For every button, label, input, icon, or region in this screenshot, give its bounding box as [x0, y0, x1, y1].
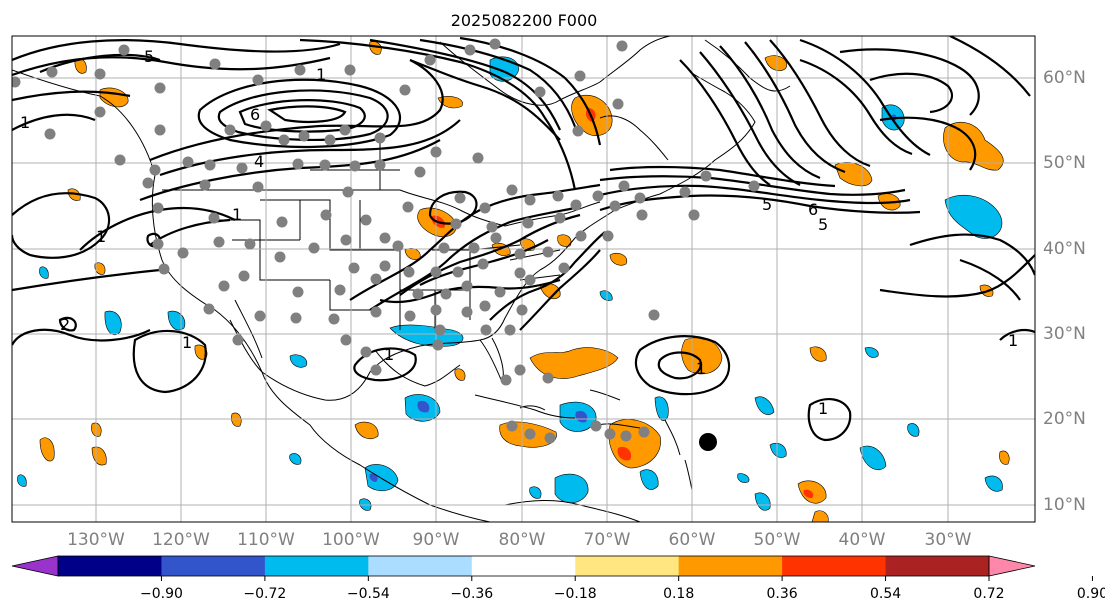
map-frame — [11, 35, 1036, 523]
colorbar-tick-label: −0.90 — [140, 586, 183, 602]
colorbar: −0.90 −0.72 −0.54 −0.36 −0.18 0.18 0.36 0.54 0.7… — [11, 555, 1105, 602]
lon-label: 40°W — [839, 530, 886, 550]
svg-text:5: 5 — [818, 215, 828, 234]
svg-text:5: 5 — [144, 47, 154, 66]
svg-text:2: 2 — [60, 315, 70, 334]
svg-text:6: 6 — [808, 200, 818, 219]
map-title: 2025082200 F000 — [451, 11, 598, 30]
colorbar-extend-low — [11, 555, 59, 577]
latitude-labels: 60°N 50°N 40°N 30°N 20°N 10°N — [1043, 68, 1086, 515]
svg-text:4: 4 — [254, 152, 264, 171]
colorbar-tick-label: −0.72 — [243, 586, 286, 602]
lon-label: 50°W — [754, 530, 801, 550]
svg-text:1: 1 — [818, 399, 828, 418]
svg-text:5: 5 — [762, 195, 772, 214]
map-panel: 5 1 6 4 1 1 5 6 5 1 2 1 1 1 1 1 — [11, 35, 1036, 523]
lon-label: 90°W — [413, 530, 460, 550]
highlight-point-marker — [699, 433, 717, 451]
colorbar-segment — [58, 556, 162, 576]
colorbar-ticks: −0.90 −0.72 −0.54 −0.36 −0.18 0.18 0.36 0.54 0.7… — [140, 576, 1105, 602]
lon-label: 120°W — [152, 530, 210, 550]
contour-labels: 5 1 6 4 1 1 5 6 5 1 2 1 1 1 1 1 — [20, 47, 1018, 418]
colorbar-segment — [885, 556, 990, 576]
colorbar-segment — [782, 556, 887, 576]
colorbar-tick-label: −0.18 — [554, 586, 597, 602]
colorbar-tick-label: −0.36 — [450, 586, 493, 602]
colorbar-tick-label: 0.18 — [663, 586, 694, 602]
colorbar-tick-label: 0.36 — [767, 586, 798, 602]
colorbar-segments — [58, 556, 990, 576]
lon-label: 80°W — [499, 530, 546, 550]
svg-text:1: 1 — [384, 345, 394, 364]
colorbar-tick-label: 0.54 — [870, 586, 901, 602]
lon-label: 100°W — [322, 530, 380, 550]
colorbar-segment — [575, 556, 680, 576]
lat-label: 20°N — [1043, 409, 1086, 429]
lat-label: 10°N — [1043, 495, 1086, 515]
lon-label: 70°W — [584, 530, 631, 550]
station-markers — [12, 38, 760, 444]
lat-label: 50°N — [1043, 153, 1086, 173]
colorbar-segment — [471, 556, 576, 576]
svg-text:1: 1 — [20, 113, 30, 132]
svg-text:1: 1 — [232, 205, 242, 224]
lon-label: 30°W — [925, 530, 972, 550]
colorbar-segment — [368, 556, 473, 576]
colorbar-tick-label: −0.54 — [347, 586, 390, 602]
svg-text:1: 1 — [182, 333, 192, 352]
svg-text:6: 6 — [250, 105, 260, 124]
lon-label: 60°W — [669, 530, 716, 550]
colorbar-segment — [161, 556, 266, 576]
svg-text:1: 1 — [96, 227, 106, 246]
colorbar-segment — [264, 556, 369, 576]
colorbar-tick-label: 0.72 — [973, 586, 1004, 602]
lat-label: 40°N — [1043, 239, 1086, 259]
longitude-labels: 130°W 120°W 110°W 100°W 90°W 80°W 70°W 6… — [67, 530, 972, 550]
lon-label: 110°W — [237, 530, 295, 550]
svg-text:1: 1 — [1008, 331, 1018, 350]
colorbar-segment — [678, 556, 783, 576]
lon-label: 130°W — [67, 530, 125, 550]
lat-label: 30°N — [1043, 324, 1086, 344]
svg-text:1: 1 — [316, 65, 326, 84]
colorbar-tick-label: 0.90 — [1077, 586, 1105, 602]
lat-label: 60°N — [1043, 68, 1086, 88]
colorbar-extend-high — [988, 555, 1036, 577]
svg-text:1: 1 — [696, 359, 706, 378]
